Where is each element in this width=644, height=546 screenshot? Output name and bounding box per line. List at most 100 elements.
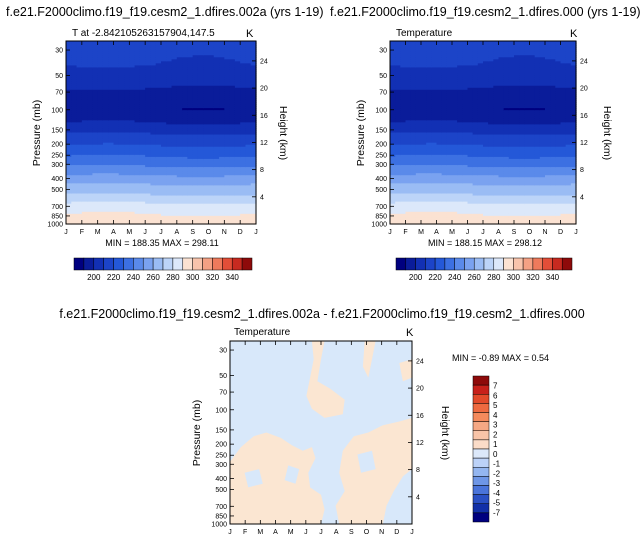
contour-cell	[467, 110, 474, 113]
contour-cell	[145, 41, 152, 44]
contour-cell	[102, 138, 109, 142]
contour-cell	[436, 201, 443, 205]
contour-cell	[129, 77, 136, 81]
contour-cell	[472, 51, 479, 54]
contour-cell	[224, 169, 231, 172]
contour-cell	[400, 154, 407, 158]
contour-cell	[400, 195, 407, 199]
contour-cell	[197, 57, 204, 60]
contour-cell	[161, 219, 167, 223]
contour-cell	[213, 175, 220, 178]
contour-cell	[150, 79, 157, 83]
contour-cell	[150, 45, 157, 48]
contour-cell	[118, 219, 125, 223]
contour-cell	[134, 215, 141, 219]
contour-cell	[405, 197, 412, 201]
contour-cell	[229, 65, 236, 69]
contour-cell	[182, 152, 188, 156]
contour-cell	[176, 45, 183, 48]
contour-cell	[176, 128, 183, 132]
contour-cell	[166, 191, 173, 195]
contour-cell	[97, 53, 104, 56]
contour-cell	[219, 154, 225, 158]
contour-cell	[229, 193, 236, 197]
contour-cell	[213, 116, 220, 119]
contour-cell	[400, 63, 407, 66]
contour-cell	[245, 140, 252, 144]
contour-cell	[108, 217, 115, 221]
contour-cell	[118, 201, 125, 205]
contour-cell	[171, 201, 178, 205]
contour-cell	[76, 165, 83, 168]
contour-cell	[472, 179, 479, 182]
contour-cell	[182, 59, 188, 62]
contour-cell	[81, 63, 88, 66]
contour-cell	[187, 95, 194, 99]
contour-cell	[102, 203, 109, 207]
contour-cell	[426, 73, 432, 77]
contour-cell	[446, 217, 453, 221]
contour-cell	[155, 118, 162, 121]
contour-cell	[166, 132, 173, 136]
contour-cell	[441, 209, 448, 213]
contour-cell	[155, 221, 162, 225]
contour-cell	[81, 112, 88, 115]
contour-cell	[108, 61, 115, 64]
contour-cell	[92, 203, 99, 207]
contour-cell	[441, 175, 448, 178]
contour-cell	[97, 213, 104, 217]
contour-cell	[161, 203, 167, 207]
contour-cell	[76, 81, 83, 85]
contour-cell	[467, 163, 474, 166]
contour-cell	[145, 49, 152, 52]
contour-cell	[129, 85, 136, 89]
contour-cell	[224, 140, 231, 144]
contour-cell	[150, 148, 157, 152]
contour-cell	[234, 47, 241, 50]
contour-cell	[139, 116, 146, 119]
contour-cell	[134, 93, 141, 97]
contour-cell	[176, 112, 183, 115]
contour-cell	[66, 148, 72, 152]
contour-cell	[187, 163, 194, 166]
contour-cell	[415, 205, 422, 209]
contour-cell	[166, 118, 173, 121]
contour-cell	[410, 47, 417, 50]
contour-cell	[208, 144, 215, 148]
contour-cell	[124, 171, 130, 174]
contour-cell	[415, 49, 422, 52]
contour-cell	[467, 118, 474, 121]
contour-cell	[395, 187, 401, 191]
contour-cell	[118, 43, 125, 46]
contour-cell	[97, 75, 104, 79]
contour-cell	[171, 197, 178, 201]
contour-cell	[421, 51, 427, 54]
colorbar-label: 220	[107, 273, 121, 282]
contour-cell	[415, 203, 422, 207]
contour-cell	[97, 209, 104, 213]
contour-cell	[477, 221, 484, 225]
contour-cell	[187, 146, 194, 150]
contour-cell	[87, 110, 93, 113]
contour-cell	[405, 195, 412, 199]
contour-cell	[171, 148, 178, 152]
contour-cell	[139, 95, 146, 99]
contour-cell	[245, 53, 252, 56]
contour-cell	[467, 114, 474, 117]
contour-cell	[124, 199, 130, 203]
contour-cell	[66, 219, 72, 223]
contour-cell	[462, 165, 469, 168]
contour-cell	[92, 187, 99, 191]
contour-cell	[203, 106, 210, 109]
contour-cell	[441, 136, 448, 140]
contour-cell	[462, 93, 469, 97]
contour-cell	[213, 189, 220, 193]
contour-cell	[229, 130, 236, 134]
contour-cell	[118, 67, 125, 71]
contour-cell	[139, 205, 146, 209]
contour-cell	[224, 93, 231, 97]
contour-cell	[197, 173, 204, 176]
contour-cell	[213, 118, 220, 121]
contour-cell	[477, 199, 484, 203]
contour-cell	[224, 120, 231, 123]
